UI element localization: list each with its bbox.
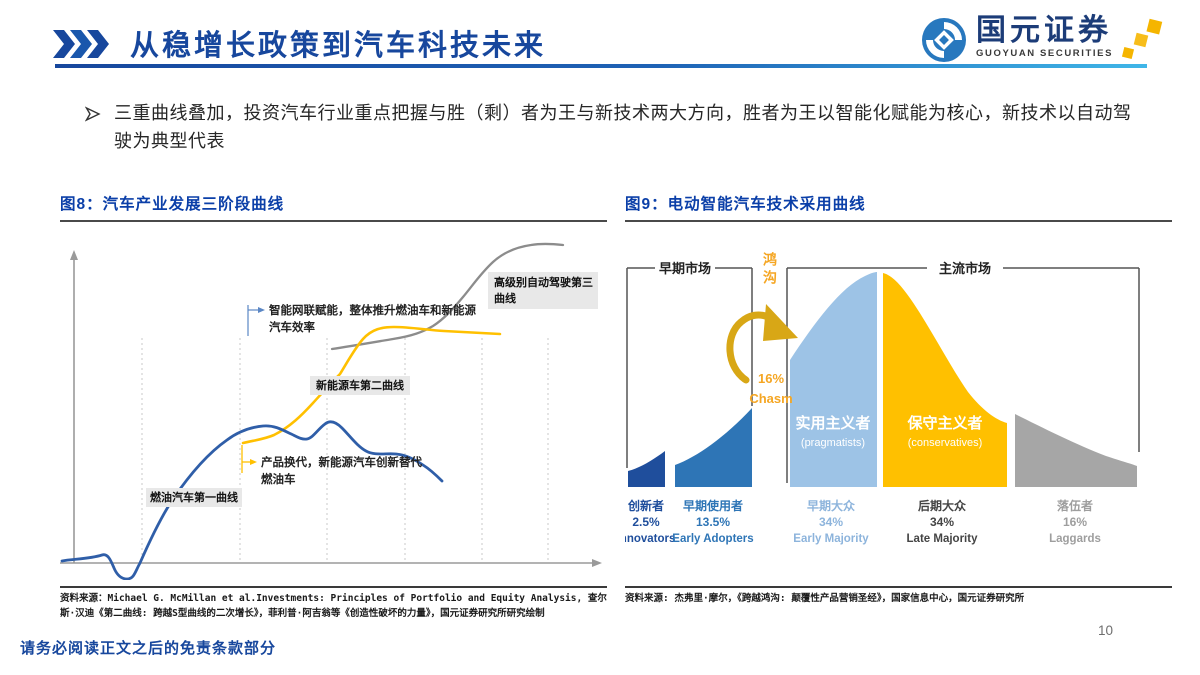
chasm-percent-label: 16%: [758, 371, 784, 386]
third-curve-autonomous-line: [330, 242, 565, 351]
key-point-bullet: 三重曲线叠加，投资汽车行业重点把握与胜（剩）者为王与新技术两大方向，胜者为王以智…: [85, 100, 1133, 156]
segment-late-majority: [883, 273, 1007, 487]
figure8-axes: [60, 258, 594, 564]
figure8-title: 图8：汽车产业发展三阶段曲线: [60, 192, 607, 222]
label-third-curve-line1: 高级别自动驾驶第三: [494, 275, 593, 289]
label-third-curve-line2: 曲线: [494, 291, 516, 305]
chasm-curved-arrow-icon: [726, 311, 772, 384]
figure8-source: 资料来源：Michael G. McMillan et al.Investmen…: [60, 586, 607, 621]
annotation-blue-arrow: [258, 307, 265, 313]
group-pct: 34%: [930, 515, 954, 529]
label-box-second-curve: [310, 376, 410, 395]
group-cn: 早期使用者: [683, 498, 743, 513]
group-pct: 34%: [819, 515, 843, 529]
group-early-majority-label: 早期大众 34% Early Majority: [793, 498, 869, 545]
annotation-replacement-line2: 燃油车: [260, 472, 296, 486]
figure9-title: 图9：电动智能汽车技术采用曲线: [625, 192, 1172, 222]
group-en: Early Adopters: [672, 533, 753, 545]
group-pct: 13.5%: [696, 515, 730, 529]
adopter-group-labels: 创新者 2.5% Innovators 早期使用者 13.5% Early Ad…: [625, 498, 1101, 545]
x-axis-arrow: [592, 559, 602, 567]
group-pct: 2.5%: [632, 515, 660, 529]
early-market-label: 早期市场: [659, 261, 711, 276]
logo-text: 国元证券 GUOYUAN SECURITIES: [976, 16, 1113, 59]
pragmatists-en-label: (pragmatists): [801, 437, 865, 449]
y-axis-arrow: [70, 250, 78, 260]
group-cn: 早期大众: [807, 498, 856, 513]
group-en: Innovators: [625, 533, 675, 545]
mainstream-market-bracket: [786, 267, 1140, 483]
figure8-chart: 智能网联赋能，整体推升燃油车和新能源 汽车效率 产品换代，新能源汽车创新替代 燃…: [60, 242, 602, 580]
page-title: 从稳增长政策到汽车科技未来: [130, 30, 547, 62]
key-point-text: 三重曲线叠加，投资汽车行业重点把握与胜（剩）者为王与新技术两大方向，胜者为王以智…: [114, 103, 1132, 151]
bullet-arrow-icon: [85, 106, 101, 122]
pragmatists-cn-label: 实用主义者: [795, 414, 870, 432]
annotation-yellow-arrow: [250, 459, 257, 465]
segment-early-adopters: [675, 408, 752, 487]
group-en: Late Majority: [907, 533, 979, 545]
chasm-arrowhead-icon: [763, 304, 798, 341]
group-en: Laggards: [1049, 533, 1101, 545]
figure8-gridlines: [141, 338, 549, 563]
logo-name-en: GUOYUAN SECURITIES: [976, 48, 1114, 59]
group-cn: 后期大众: [918, 498, 967, 513]
second-curve-nev-line: [241, 325, 502, 445]
annotation-smart-connect-line2: 汽车效率: [269, 320, 315, 334]
footer-disclaimer: 请务必阅读正文之后的免责条款部分: [20, 640, 277, 657]
group-cn: 落伍者: [1057, 498, 1093, 513]
chasm-en-label: Chasm: [749, 391, 792, 406]
chasm-cn-label: 鸿沟: [762, 252, 778, 288]
first-curve-ice-line: [60, 420, 444, 580]
group-laggards-label: 落伍者 16% Laggards: [1049, 498, 1101, 545]
logo-name-cn: 国元证券: [976, 14, 1112, 47]
label-box-first-curve: [146, 488, 242, 507]
label-first-curve: 燃油汽车第一曲线: [149, 490, 238, 504]
group-innovators-label: 创新者 2.5% Innovators: [625, 498, 675, 545]
early-market-bracket: [626, 267, 753, 468]
guoyuan-logo-icon: [922, 18, 966, 62]
group-early-adopters-label: 早期使用者 13.5% Early Adopters: [672, 498, 753, 545]
annotation-replacement-line1: 产品换代，新能源汽车创新替代: [261, 455, 422, 469]
group-pct: 16%: [1063, 515, 1087, 529]
group-en: Early Majority: [793, 533, 869, 545]
group-cn: 创新者: [627, 498, 664, 513]
logo-gold-squares-icon: [1121, 18, 1163, 60]
conservatives-en-label: (conservatives): [908, 437, 983, 449]
mainstream-market-label: 主流市场: [939, 261, 991, 276]
segment-early-majority: [790, 272, 877, 487]
header-chevrons-icon: [53, 30, 109, 58]
figure9-chart: 早期市场 主流市场 16% Chasm 实用主义者 (pragmatists) …: [625, 261, 1140, 545]
group-late-majority-label: 后期大众 34% Late Majority: [907, 498, 979, 545]
segment-laggards: [1015, 414, 1137, 487]
company-logo: 国元证券 GUOYUAN SECURITIES: [920, 16, 1163, 64]
page-number: 10: [1098, 623, 1114, 638]
label-second-curve: 新能源车第二曲线: [316, 378, 404, 392]
conservatives-cn-label: 保守主义者: [906, 414, 982, 432]
header-divider: [55, 64, 1147, 68]
figure9-source: 资料来源: 杰弗里·摩尔，《跨越鸿沟: 颠覆性产品营销圣经》，国家信息中心，国元…: [625, 586, 1172, 607]
annotation-smart-connect-line1: 智能网联赋能，整体推升燃油车和新能源: [269, 303, 476, 317]
segment-innovators: [628, 451, 665, 487]
label-box-third-curve: [488, 272, 598, 309]
annotation-yellow-leader: [241, 445, 252, 473]
